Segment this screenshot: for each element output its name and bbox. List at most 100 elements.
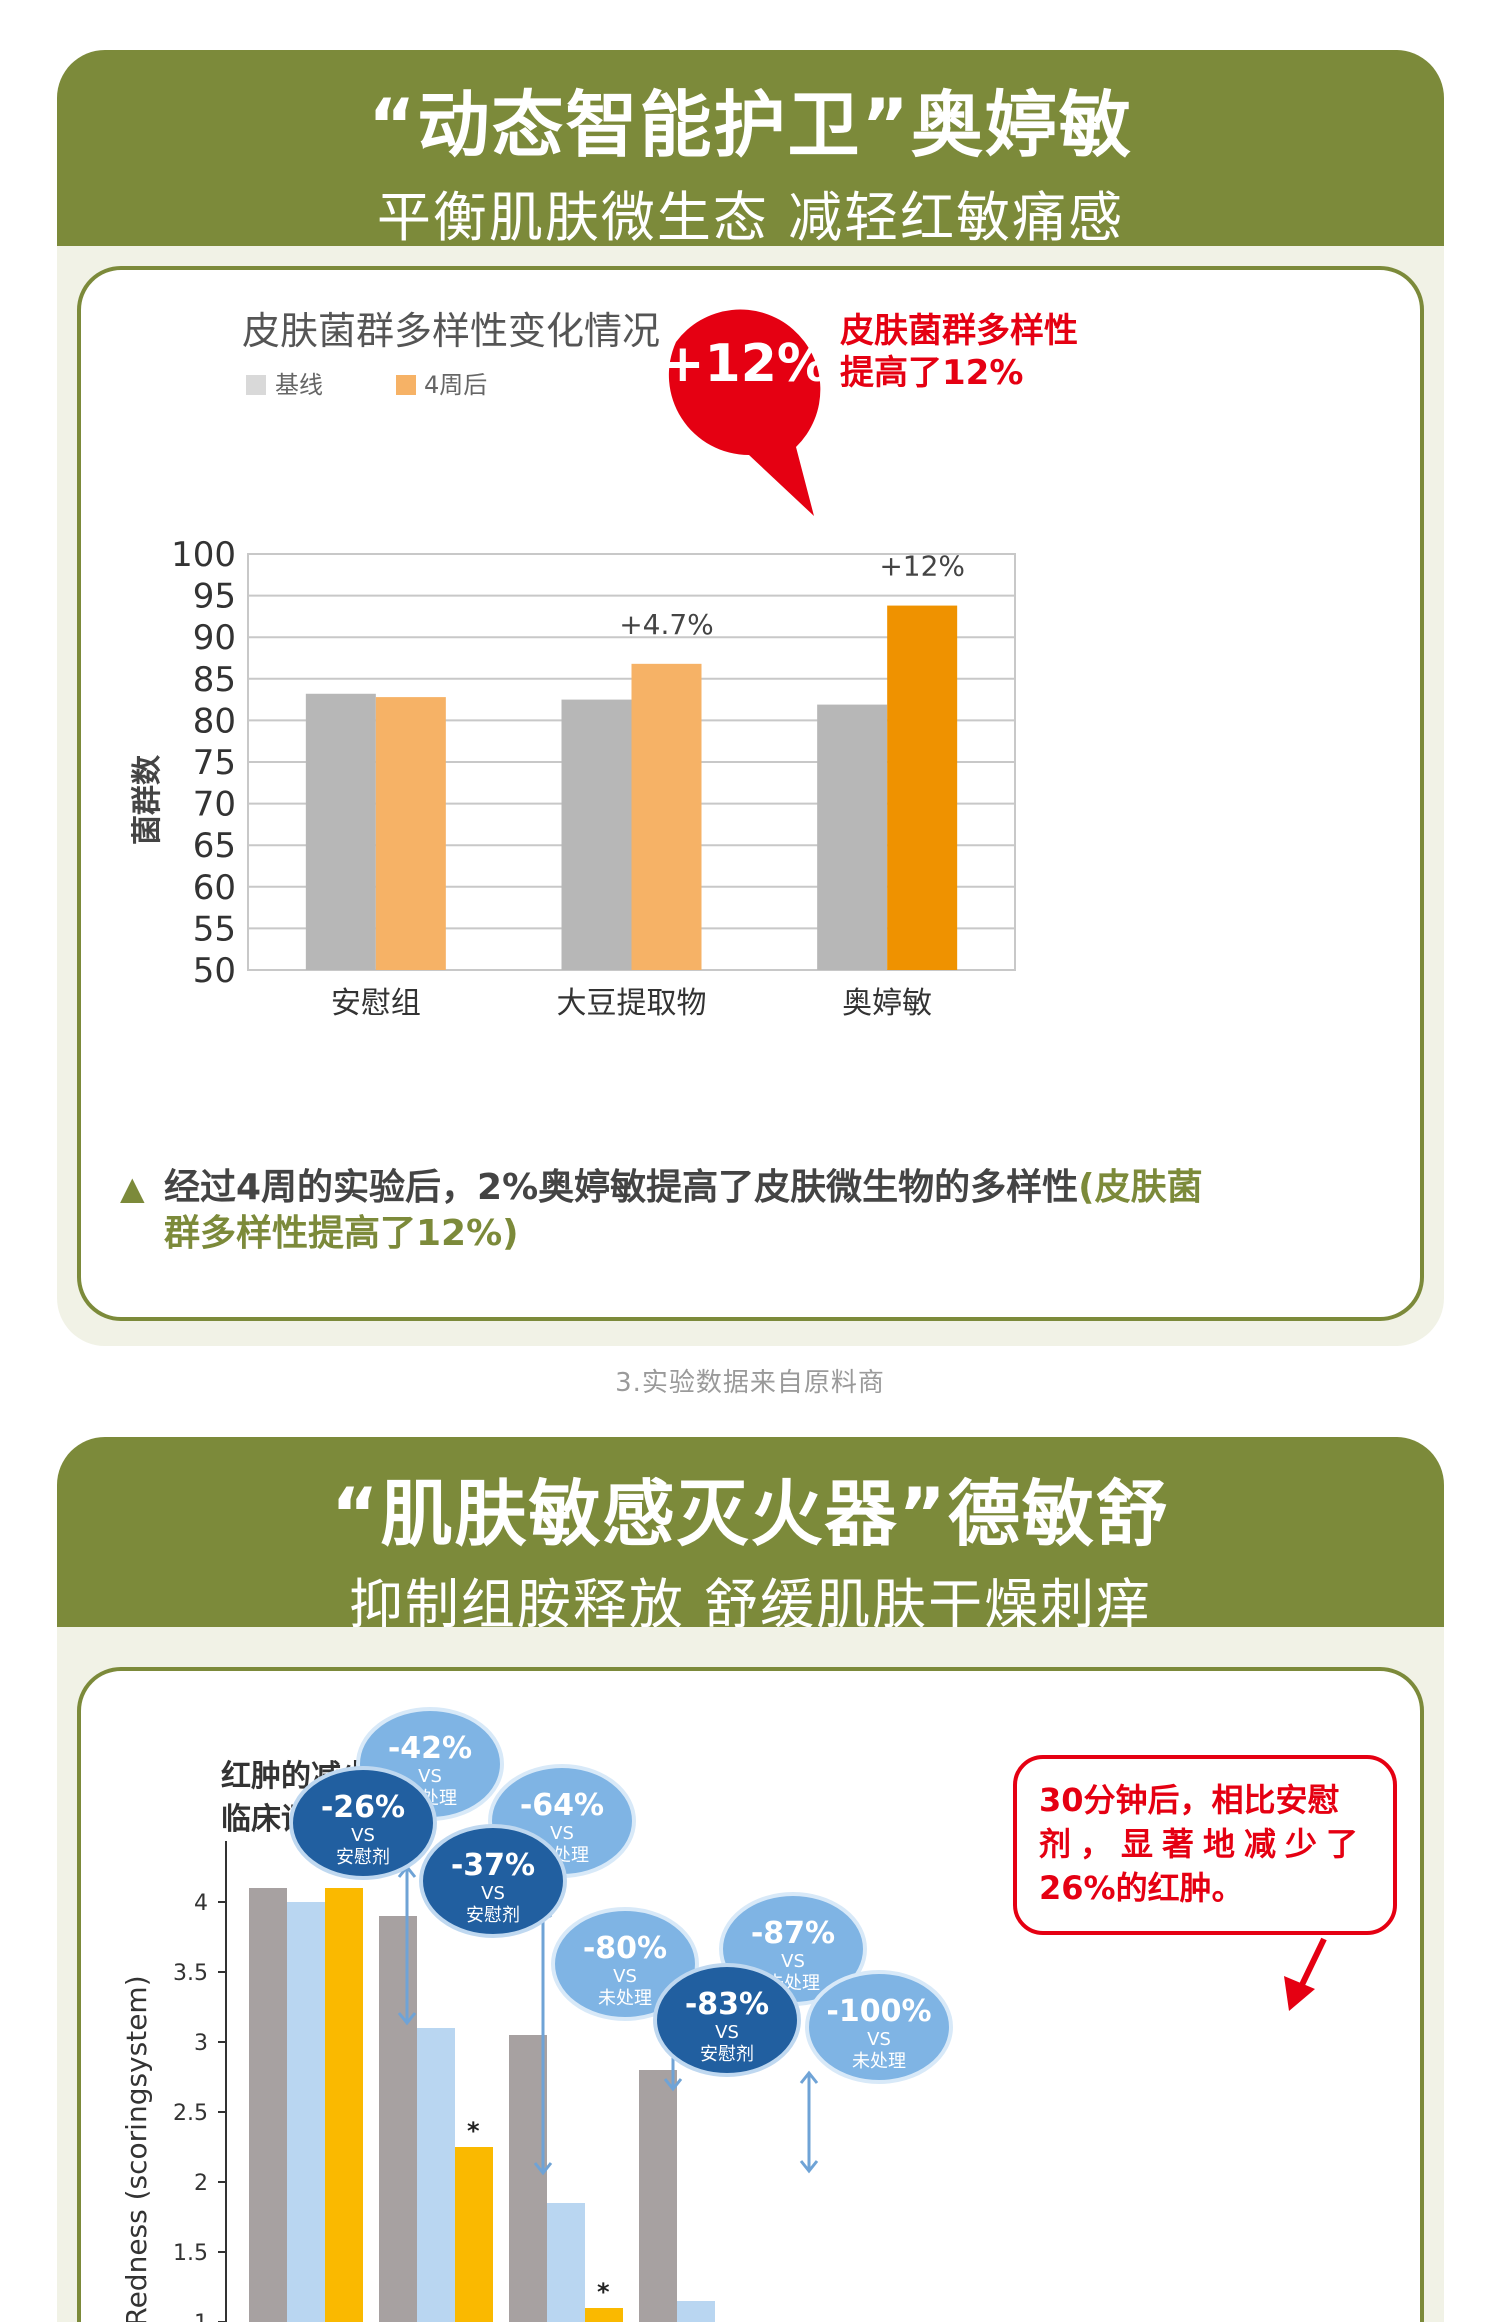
y-tick-label: 1.5 bbox=[173, 2241, 208, 2266]
section2-header: “肌肤敏感灭火器”德敏舒 抑制组胺释放 舒缓肌肤干燥刺痒 bbox=[57, 1437, 1444, 1636]
bar-week4 bbox=[631, 663, 702, 970]
legend-baseline-swatch bbox=[246, 375, 266, 395]
bubble-shape bbox=[551, 1907, 699, 2021]
bubble-shape bbox=[419, 1824, 567, 1938]
redness-callout-line2: 剂，显著地减少了 bbox=[1039, 1825, 1367, 1863]
redness-callout-line3: 26%的红肿。 bbox=[1039, 1869, 1244, 1907]
note-mark: ▲ bbox=[120, 1169, 145, 1207]
callout-text-line2: 提高了12% bbox=[840, 353, 1023, 393]
bubble-vs: VS bbox=[781, 1951, 805, 1972]
y-tick-label: 50 bbox=[193, 951, 236, 991]
y-tick-label: 70 bbox=[193, 785, 236, 825]
bubble-vs: VS bbox=[418, 1766, 442, 1787]
legend-week4-swatch bbox=[396, 375, 416, 395]
range-arrow-head bbox=[397, 2012, 417, 2026]
significance-star: * bbox=[597, 2278, 610, 2306]
bubble-ref: 安慰剂 bbox=[700, 2044, 754, 2065]
bubble-vs: VS bbox=[481, 1883, 505, 1904]
y-tick-label: 60 bbox=[193, 868, 236, 908]
callout-value: +12% bbox=[661, 334, 829, 394]
bubble-ref: 安慰剂 bbox=[466, 1905, 520, 1926]
bubble-vs: VS bbox=[550, 1823, 574, 1844]
bubble-shape bbox=[289, 1766, 437, 1880]
redness-bar bbox=[509, 2035, 547, 2322]
significance-star: * bbox=[467, 2117, 480, 2145]
section1-header: “动态智能护卫”奥婷敏 平衡肌肤微生态 减轻红敏痛感 bbox=[57, 50, 1444, 249]
bubble-percent: -64% bbox=[520, 1788, 604, 1823]
section2-subtitle: 抑制组胺释放 舒缓肌肤干燥刺痒 bbox=[348, 1573, 1153, 1636]
bubble-ref: 安慰剂 bbox=[336, 1847, 390, 1868]
section2-panel: 红肿的减少 临床评估 Redness (scoringsystem) 11.52… bbox=[57, 1627, 1444, 2322]
range-arrow-head bbox=[663, 2078, 683, 2092]
chart1-title: 皮肤菌群多样性变化情况 bbox=[242, 309, 660, 353]
section1-panel: 皮肤菌群多样性变化情况 基线 4周后 50 55 60 65 70 75 80 85 90 95 1… bbox=[57, 246, 1444, 1346]
y-tick-label: 65 bbox=[193, 826, 236, 866]
redness-callout-arrow bbox=[1284, 1937, 1327, 2011]
redness-callout-line1: 30分钟后，相比安慰 bbox=[1039, 1781, 1340, 1819]
bubble-percent: -87% bbox=[751, 1916, 835, 1951]
section1-title: “动态智能护卫”奥婷敏 bbox=[368, 83, 1133, 167]
y-tick-label: 80 bbox=[193, 701, 236, 741]
bubble-percent: -100% bbox=[826, 1994, 931, 2029]
bar-week4 bbox=[375, 697, 446, 970]
bubble-vs: VS bbox=[867, 2029, 891, 2050]
diversity-chart: 皮肤菌群多样性变化情况 基线 4周后 505560657075808590951… bbox=[120, 309, 1203, 1254]
bubble-percent: -37% bbox=[451, 1848, 535, 1883]
y-tick-label: 75 bbox=[193, 743, 236, 783]
bubble-percent: -42% bbox=[388, 1731, 472, 1766]
y-tick-label: 55 bbox=[193, 909, 236, 949]
redness-bar bbox=[639, 2070, 677, 2322]
section1-card: 皮肤菌群多样性变化情况 基线 4周后 50 55 60 65 70 75 80 85 90 95 1… bbox=[77, 266, 1424, 1321]
bar-baseline bbox=[817, 704, 888, 970]
legend-week4-label: 4周后 bbox=[424, 371, 487, 399]
redness-bar bbox=[677, 2301, 715, 2322]
note-text: 经过4周的实验后，2%奥婷敏提高了皮肤微生物的多样性(皮肤菌 bbox=[164, 1167, 1203, 1208]
bubble-vs: VS bbox=[715, 2022, 739, 2043]
bubble-vs: VS bbox=[351, 1825, 375, 1846]
section1-subtitle: 平衡肌肤微生态 减轻红敏痛感 bbox=[376, 186, 1125, 249]
bubble-shape bbox=[805, 1970, 953, 2084]
bubble-ref: 未处理 bbox=[852, 2051, 906, 2072]
redness-callout-box bbox=[1013, 1755, 1397, 1935]
section2-card: 红肿的减少 临床评估 Redness (scoringsystem) 11.52… bbox=[77, 1667, 1424, 2322]
x-tick-label: 大豆提取物 bbox=[557, 986, 707, 1021]
callout-bubble: +12% bbox=[661, 309, 829, 516]
redness-bar bbox=[287, 1902, 325, 2322]
redness-chart: 红肿的减少 临床评估 Redness (scoringsystem) 11.52… bbox=[120, 1707, 1397, 2322]
redness-bar bbox=[249, 1888, 287, 2322]
chart2-ylabel: Redness (scoringsystem) bbox=[120, 1975, 153, 2322]
y-tick-label: 3.5 bbox=[173, 1961, 208, 1986]
chart2-plot: 11.522.533.54**-42%VS未处理-26%VS安慰剂-64%VS未… bbox=[173, 1707, 953, 2322]
section2-title: “肌肤敏感灭火器”德敏舒 bbox=[331, 1472, 1170, 1556]
bubble-percent: -80% bbox=[583, 1931, 667, 1966]
y-tick-label: 2.5 bbox=[173, 2101, 208, 2126]
redness-bar bbox=[417, 2028, 455, 2322]
range-arrow-head bbox=[799, 2160, 819, 2174]
range-arrow-head bbox=[533, 2162, 553, 2176]
legend-baseline-label: 基线 bbox=[275, 371, 323, 399]
redness-bar bbox=[379, 1916, 417, 2322]
bar-baseline bbox=[305, 693, 376, 970]
note-part1: 经过4周的实验后，2%奥婷敏提高了皮肤微生物的多样性 bbox=[164, 1167, 1078, 1208]
redness-bar bbox=[547, 2203, 585, 2322]
bubble-shape bbox=[653, 1963, 801, 2077]
redness-bar bbox=[325, 1888, 363, 2322]
chart1-ylabel: 菌群数 bbox=[130, 754, 165, 845]
x-tick-label: 安慰组 bbox=[331, 986, 421, 1021]
bar-week4 bbox=[887, 605, 958, 970]
y-tick-label: 85 bbox=[193, 660, 236, 700]
bar-baseline bbox=[561, 699, 632, 970]
y-tick-label: 100 bbox=[171, 535, 236, 575]
y-tick-label: 1 bbox=[194, 2311, 208, 2322]
y-tick-label: 4 bbox=[194, 1891, 208, 1916]
redness-bar bbox=[455, 2147, 493, 2322]
y-tick-label: 90 bbox=[193, 618, 236, 658]
callout-text-line1: 皮肤菌群多样性 bbox=[840, 311, 1078, 351]
y-tick-label: 95 bbox=[193, 577, 236, 617]
bar-annotation: +4.7% bbox=[619, 608, 714, 641]
